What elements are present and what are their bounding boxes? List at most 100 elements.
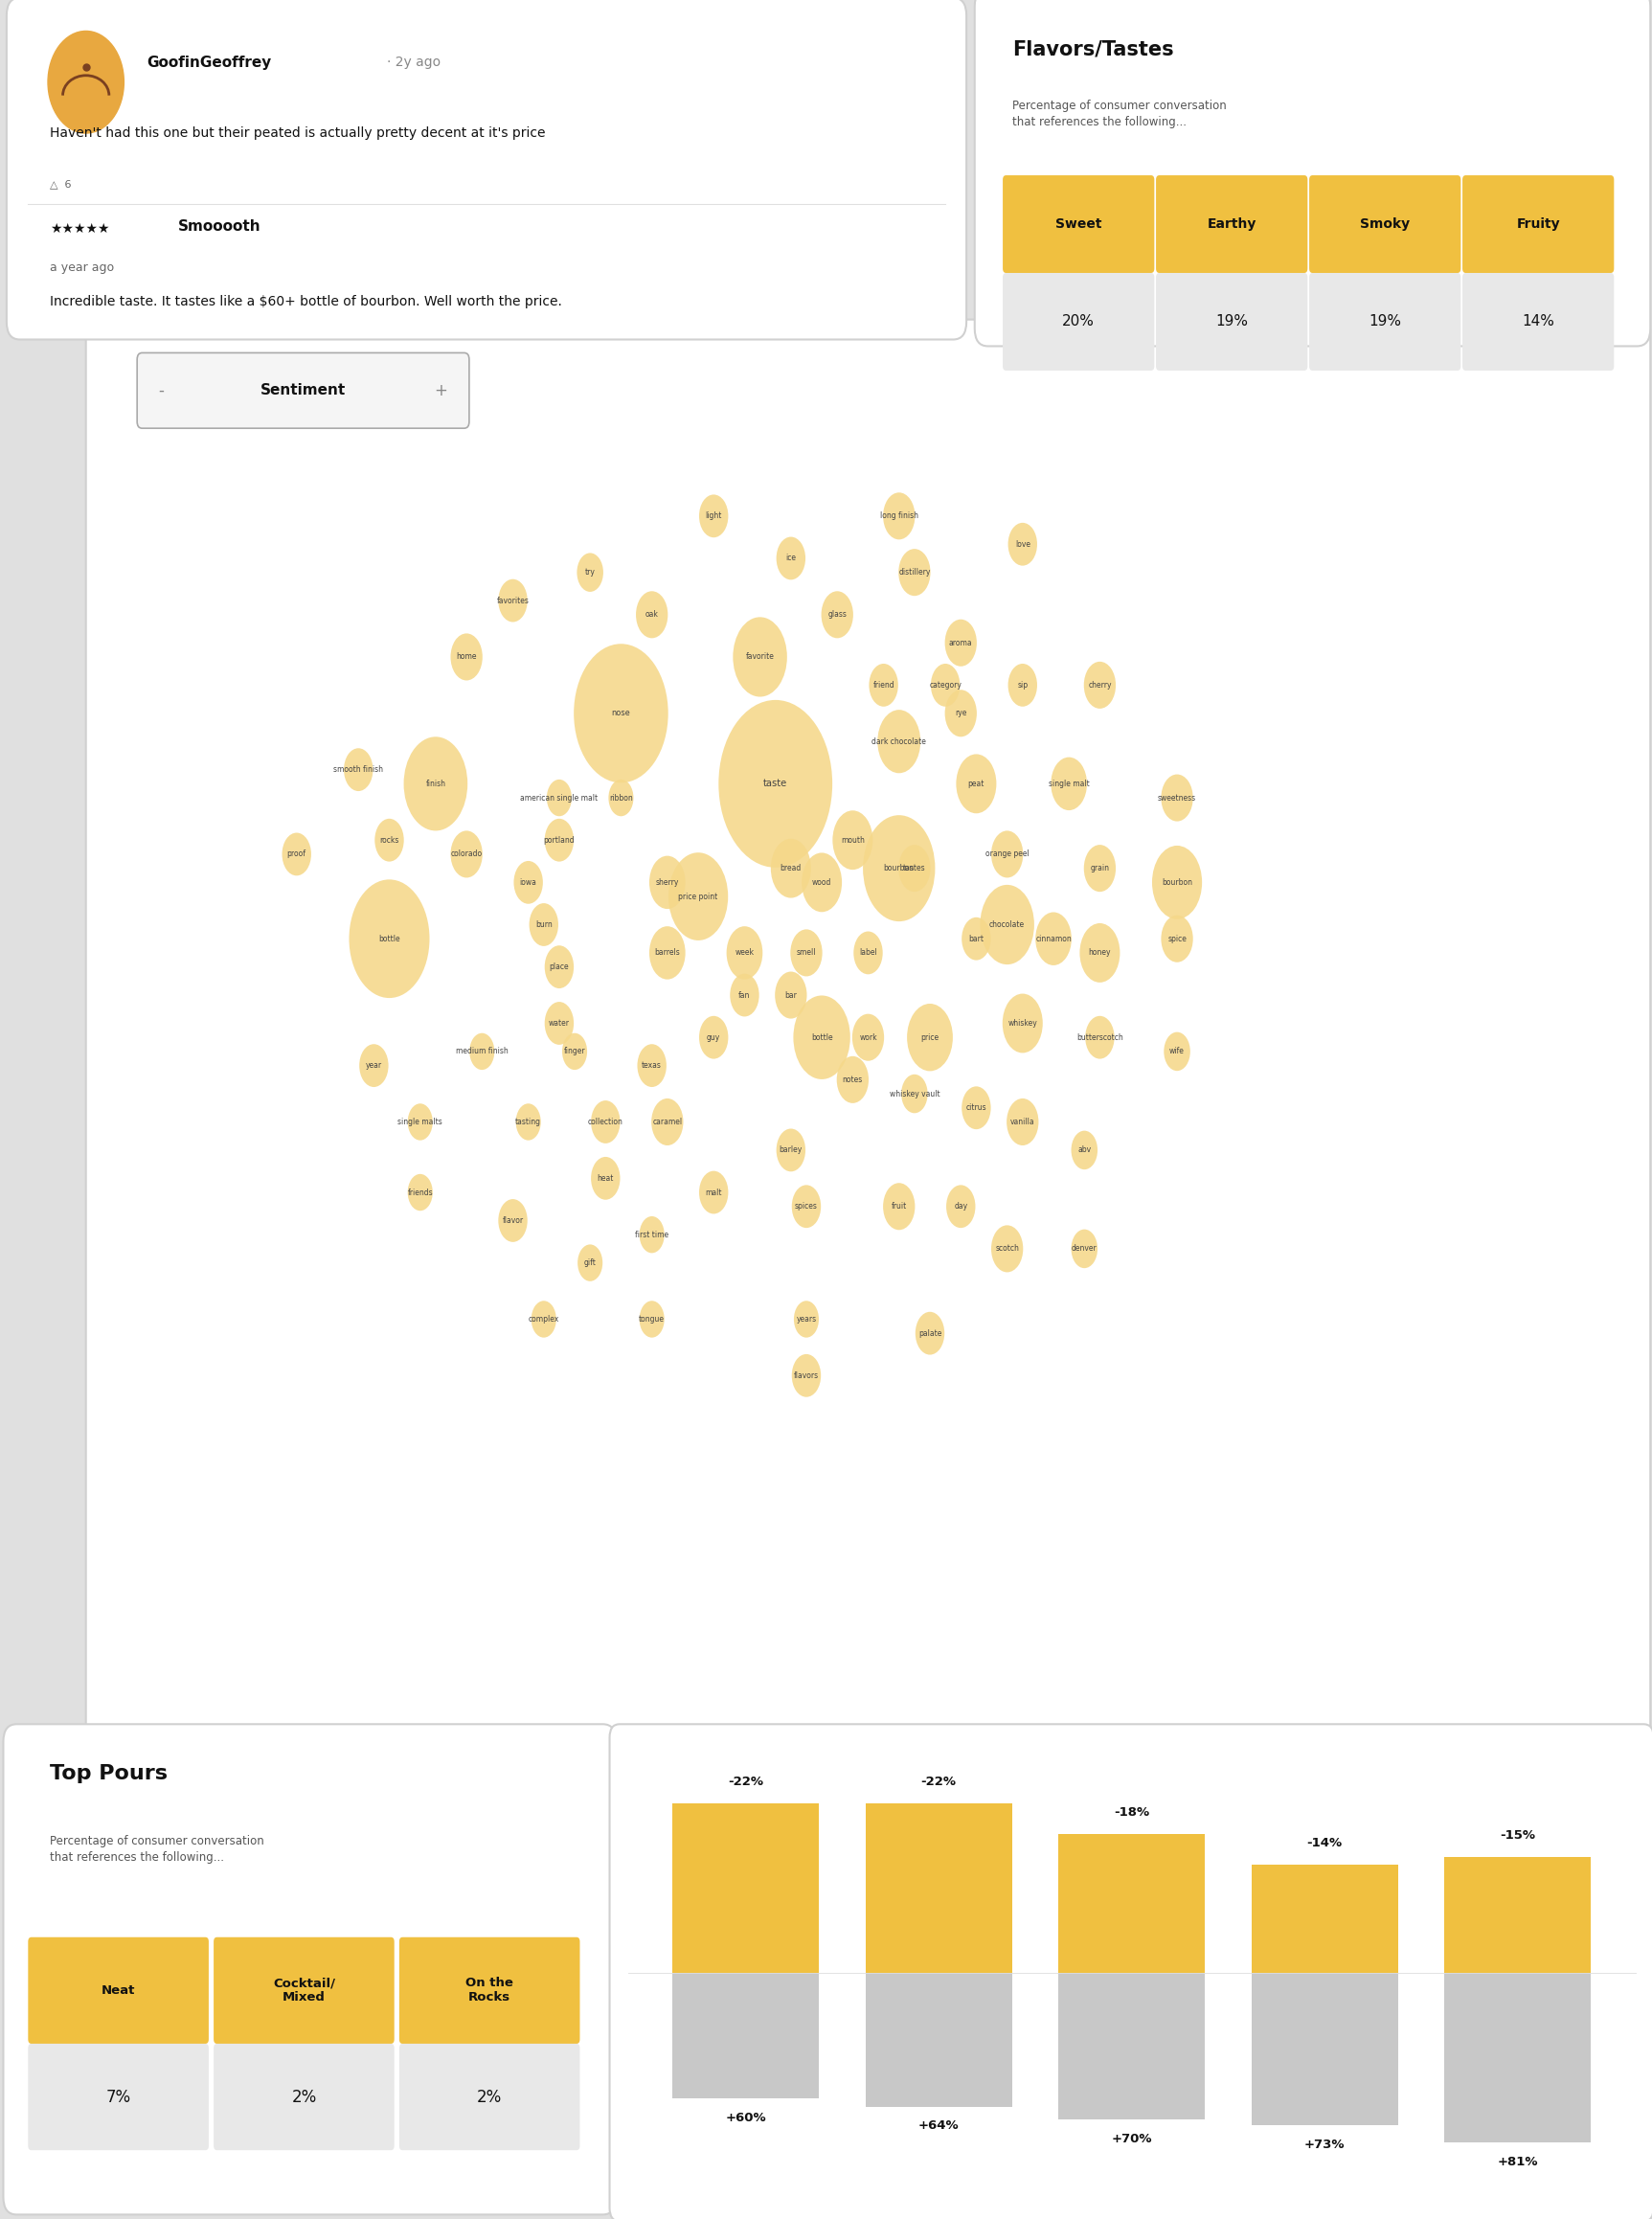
Ellipse shape bbox=[947, 1185, 975, 1227]
Ellipse shape bbox=[499, 1198, 527, 1243]
Text: Percentage of consumer conversation
that references the following...: Percentage of consumer conversation that… bbox=[50, 1835, 264, 1864]
Ellipse shape bbox=[451, 632, 482, 681]
Ellipse shape bbox=[358, 1045, 388, 1087]
Ellipse shape bbox=[719, 699, 833, 868]
Text: finish: finish bbox=[426, 779, 446, 788]
Text: single malt: single malt bbox=[1049, 779, 1089, 788]
Text: friend: friend bbox=[872, 681, 894, 690]
Ellipse shape bbox=[649, 857, 686, 910]
FancyBboxPatch shape bbox=[137, 353, 469, 428]
FancyBboxPatch shape bbox=[1156, 273, 1307, 371]
Text: rocks: rocks bbox=[380, 837, 400, 845]
Ellipse shape bbox=[577, 553, 603, 592]
Text: honey: honey bbox=[1089, 948, 1112, 956]
Ellipse shape bbox=[375, 819, 403, 861]
Text: first time: first time bbox=[634, 1229, 669, 1238]
Ellipse shape bbox=[699, 495, 729, 537]
Text: caramel: caramel bbox=[653, 1118, 682, 1127]
Ellipse shape bbox=[1051, 757, 1087, 810]
Ellipse shape bbox=[1006, 1098, 1039, 1145]
Ellipse shape bbox=[907, 1003, 953, 1072]
Text: orange peel: orange peel bbox=[985, 850, 1029, 859]
Ellipse shape bbox=[1036, 912, 1072, 965]
Text: denver: denver bbox=[1072, 1245, 1097, 1254]
Ellipse shape bbox=[562, 1034, 586, 1070]
Text: sip: sip bbox=[1018, 681, 1028, 690]
Text: burn: burn bbox=[535, 921, 552, 930]
Text: △  6: △ 6 bbox=[50, 180, 71, 189]
Text: cinnamon: cinnamon bbox=[1036, 934, 1072, 943]
Ellipse shape bbox=[771, 839, 811, 899]
Text: Smooooth: Smooooth bbox=[178, 220, 261, 233]
Text: finger: finger bbox=[563, 1047, 585, 1056]
FancyBboxPatch shape bbox=[1444, 1973, 1591, 2141]
Ellipse shape bbox=[791, 1354, 821, 1398]
Text: sherry: sherry bbox=[656, 879, 679, 888]
Ellipse shape bbox=[899, 845, 930, 892]
FancyBboxPatch shape bbox=[28, 1937, 208, 2044]
Ellipse shape bbox=[1085, 1016, 1115, 1058]
FancyBboxPatch shape bbox=[3, 1724, 616, 2215]
Text: flavors: flavors bbox=[795, 1371, 819, 1380]
Text: chocolate: chocolate bbox=[990, 921, 1024, 930]
Text: On the
Rocks: On the Rocks bbox=[466, 1977, 514, 2004]
Text: spice: spice bbox=[1168, 934, 1186, 943]
Text: Haven't had this one but their peated is actually pretty decent at it's price: Haven't had this one but their peated is… bbox=[50, 126, 545, 140]
FancyBboxPatch shape bbox=[975, 0, 1650, 346]
FancyBboxPatch shape bbox=[1251, 1973, 1398, 2126]
Ellipse shape bbox=[1161, 774, 1193, 821]
Ellipse shape bbox=[608, 779, 633, 817]
Ellipse shape bbox=[1151, 845, 1203, 919]
Text: try: try bbox=[585, 568, 595, 577]
Text: bread: bread bbox=[780, 863, 801, 872]
Ellipse shape bbox=[636, 590, 667, 639]
Ellipse shape bbox=[578, 1245, 603, 1280]
Ellipse shape bbox=[945, 619, 976, 666]
Ellipse shape bbox=[869, 663, 899, 706]
Text: glass: glass bbox=[828, 610, 847, 619]
Text: ice: ice bbox=[786, 555, 796, 564]
Ellipse shape bbox=[403, 737, 468, 830]
Ellipse shape bbox=[791, 1185, 821, 1227]
Text: whiskey: whiskey bbox=[1008, 1019, 1037, 1027]
Text: smooth finish: smooth finish bbox=[334, 766, 383, 774]
Text: 19%: 19% bbox=[1370, 315, 1401, 328]
FancyBboxPatch shape bbox=[1308, 273, 1460, 371]
Text: Fruity: Fruity bbox=[1517, 217, 1559, 231]
Ellipse shape bbox=[961, 916, 991, 961]
Text: tasting: tasting bbox=[515, 1118, 542, 1127]
Text: day: day bbox=[955, 1203, 968, 1212]
Ellipse shape bbox=[451, 830, 482, 879]
Ellipse shape bbox=[1070, 1132, 1097, 1169]
FancyBboxPatch shape bbox=[1003, 273, 1155, 371]
Ellipse shape bbox=[344, 748, 373, 792]
FancyBboxPatch shape bbox=[866, 1973, 1013, 2106]
Ellipse shape bbox=[545, 819, 573, 861]
Text: bart: bart bbox=[968, 934, 985, 943]
Text: cherry: cherry bbox=[1089, 681, 1112, 690]
Ellipse shape bbox=[499, 579, 527, 621]
Text: bar: bar bbox=[785, 992, 796, 999]
Text: -22%: -22% bbox=[920, 1775, 957, 1789]
Ellipse shape bbox=[638, 1045, 666, 1087]
Text: single malts: single malts bbox=[398, 1118, 443, 1127]
FancyBboxPatch shape bbox=[213, 2044, 395, 2150]
Circle shape bbox=[48, 31, 124, 133]
Text: smell: smell bbox=[796, 948, 816, 956]
Text: collection: collection bbox=[588, 1118, 623, 1127]
Ellipse shape bbox=[790, 930, 823, 976]
Text: tongue: tongue bbox=[639, 1316, 664, 1323]
Text: +81%: +81% bbox=[1497, 2155, 1538, 2168]
Ellipse shape bbox=[877, 710, 920, 772]
Ellipse shape bbox=[775, 972, 806, 1019]
Text: category: category bbox=[928, 681, 961, 690]
Ellipse shape bbox=[833, 810, 872, 870]
Ellipse shape bbox=[727, 925, 763, 979]
Text: medium finish: medium finish bbox=[456, 1047, 509, 1056]
Text: Neat: Neat bbox=[101, 1984, 135, 1997]
Text: Sweet: Sweet bbox=[1056, 217, 1102, 231]
Text: year: year bbox=[365, 1061, 382, 1070]
Text: nose: nose bbox=[611, 710, 631, 717]
Ellipse shape bbox=[957, 754, 996, 814]
Ellipse shape bbox=[514, 861, 544, 903]
